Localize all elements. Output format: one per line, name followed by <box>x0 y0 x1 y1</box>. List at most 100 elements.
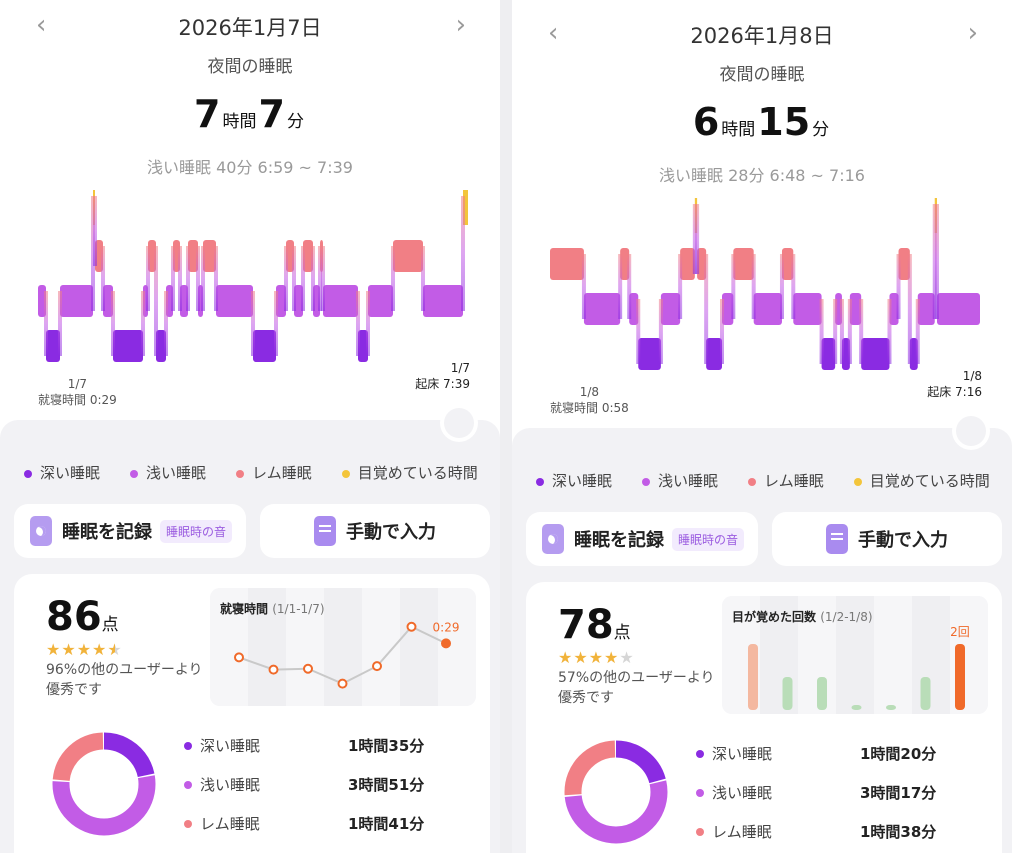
hypnogram-transition <box>311 246 315 311</box>
stage-name: 深い睡眠 <box>712 745 773 763</box>
next-day-chevron-icon[interactable]: › <box>455 10 466 40</box>
legend-dot-deep <box>536 477 544 486</box>
total-duration: 7 時間7 分 <box>0 92 500 136</box>
hypnogram-bar-rem <box>550 248 584 280</box>
hypnogram-bar-awake <box>463 190 468 225</box>
hypnogram-transition <box>627 254 632 319</box>
hypnogram-bar-deep <box>706 338 722 370</box>
stage-name: 浅い睡眠 <box>712 784 773 802</box>
mini-chart-point <box>303 663 313 674</box>
star-icon: ★ <box>46 640 62 659</box>
donut-segment-light <box>564 740 668 844</box>
mini-chart-column-bg <box>836 596 874 714</box>
hypnogram-bar-rem <box>781 248 794 280</box>
duration-minutes: 15 <box>757 100 811 144</box>
stage-row-rem: レム睡眠 1時間38分 <box>696 812 996 851</box>
sleep-sound-tag[interactable]: 睡眠時の音 <box>160 519 233 543</box>
stage-name: 深い睡眠 <box>200 737 261 755</box>
legend-dot-awake <box>341 469 350 478</box>
wake-end-label: 1/8 起床 7:16 <box>927 368 982 400</box>
mini-chart-svg: 0:29 <box>210 588 476 706</box>
wake-date: 1/7 <box>450 361 470 375</box>
hypnogram-transition <box>251 291 255 356</box>
stage-donut-chart <box>52 732 156 836</box>
legend-item-rem: レム睡眠 <box>748 470 824 491</box>
scroll-handle[interactable] <box>444 408 474 438</box>
hypnogram-transition <box>581 254 586 319</box>
hypnogram-transition <box>301 246 305 311</box>
hypnogram-transition <box>321 246 325 311</box>
sleep-start-label: 1/7 就寝時間 0:29 <box>38 376 117 408</box>
legend-label-awake: 目覚めている時間 <box>869 472 990 490</box>
hypnogram-transition <box>461 196 465 311</box>
trend-mini-chart[interactable]: 就寝時間 (1/1-1/7) 0:29 <box>210 588 476 706</box>
stage-duration: 1時間20分 <box>860 745 937 763</box>
star-icon: ★ <box>107 640 123 659</box>
prev-day-chevron-icon[interactable]: ‹ <box>548 18 559 48</box>
star-icon: ★ <box>619 648 635 667</box>
legend-dot-light <box>130 469 139 478</box>
hypnogram-bar-light <box>276 285 286 317</box>
hypnogram-transition <box>819 299 824 364</box>
duration-hours: 6 <box>692 100 720 144</box>
stage-name: レム睡眠 <box>200 815 260 833</box>
prev-day-chevron-icon[interactable]: ‹ <box>36 10 47 40</box>
duration-hours-unit: 時間 <box>721 120 756 140</box>
hypnogram-transition <box>101 246 105 311</box>
hypnogram-transition <box>196 246 200 311</box>
hypnogram-transition <box>779 254 784 319</box>
hypnogram-transition <box>292 246 296 311</box>
hypnogram-transition <box>214 246 218 311</box>
sleep-stage-chart[interactable] <box>512 188 1012 378</box>
hypnogram-bar-rem <box>680 248 695 280</box>
manual-entry-button[interactable]: 手動で入力 <box>772 512 1002 566</box>
legend-label-deep: 深い睡眠 <box>40 464 101 482</box>
sleep-sound-tag[interactable]: 睡眠時の音 <box>672 527 745 551</box>
trend-mini-chart[interactable]: 目が覚めた回数 (1/2-1/8) 2回 <box>722 596 988 714</box>
hypnogram-transition <box>366 291 370 356</box>
hypnogram-transition <box>44 291 48 356</box>
hypnogram-bar-deep <box>821 338 836 370</box>
hypnogram-transition <box>58 291 62 356</box>
record-sleep-button[interactable]: 睡眠を記録 睡眠時の音 <box>14 504 246 558</box>
mini-chart-column-bg <box>286 588 324 706</box>
hypnogram-bar-deep <box>861 338 890 370</box>
hypnogram-transition <box>692 204 697 274</box>
stage-row-deep: 深い睡眠 1時間35分 <box>184 726 484 765</box>
legend-item-light: 浅い睡眠 <box>130 462 206 483</box>
mini-chart-point <box>337 678 348 689</box>
hypnogram-transition <box>720 299 724 364</box>
hypnogram-bar-light <box>216 285 253 317</box>
mini-chart-column-bg <box>874 596 912 714</box>
hypnogram-bar-light <box>917 293 935 325</box>
sleep-score-card[interactable]: 86点 ★★★★★ 96%の他のユーザーより優秀です 就寝時間 (1/1-1/7) 0:… <box>14 574 490 853</box>
sleep-score-card[interactable]: 78点 ★★★★★ 57%の他のユーザーより優秀です 目が覚めた回数 (1/2-1/8… <box>526 582 1002 853</box>
hypnogram-transition <box>704 254 709 364</box>
star-icon: ★ <box>588 648 605 667</box>
hypnogram-transition <box>847 299 852 364</box>
manual-entry-button[interactable]: 手動で入力 <box>260 504 490 558</box>
stage-donut-chart <box>564 740 668 844</box>
wake-date: 1/8 <box>962 369 982 383</box>
star-rating: ★★★★★ <box>558 648 635 667</box>
next-day-chevron-icon[interactable]: › <box>967 18 978 48</box>
hypnogram-bar-rem <box>620 248 630 280</box>
hypnogram-bar-rem <box>188 240 198 272</box>
record-sleep-button[interactable]: 睡眠を記録 睡眠時の音 <box>526 512 758 566</box>
hypnogram-transition <box>274 291 278 356</box>
sleep-stage-chart[interactable] <box>0 180 500 370</box>
scroll-handle[interactable] <box>956 416 986 446</box>
wake-end-label: 1/7 起床 7:39 <box>415 360 470 392</box>
legend-item-rem: レム睡眠 <box>236 462 312 483</box>
score-unit: 点 <box>613 623 631 643</box>
mini-chart-svg: 2回 <box>722 596 988 714</box>
mini-chart-point <box>406 621 417 632</box>
moon-icon <box>542 524 564 554</box>
date-title: 2026年1月8日 <box>690 24 834 48</box>
hypnogram-bar-light <box>849 293 862 325</box>
hypnogram-bar-light <box>629 293 639 325</box>
stage-dot <box>696 827 704 836</box>
hypnogram-bar-light <box>793 293 822 325</box>
stage-dot <box>184 741 192 750</box>
mini-chart-title: 就寝時間 (1/1-1/7) <box>220 600 325 617</box>
